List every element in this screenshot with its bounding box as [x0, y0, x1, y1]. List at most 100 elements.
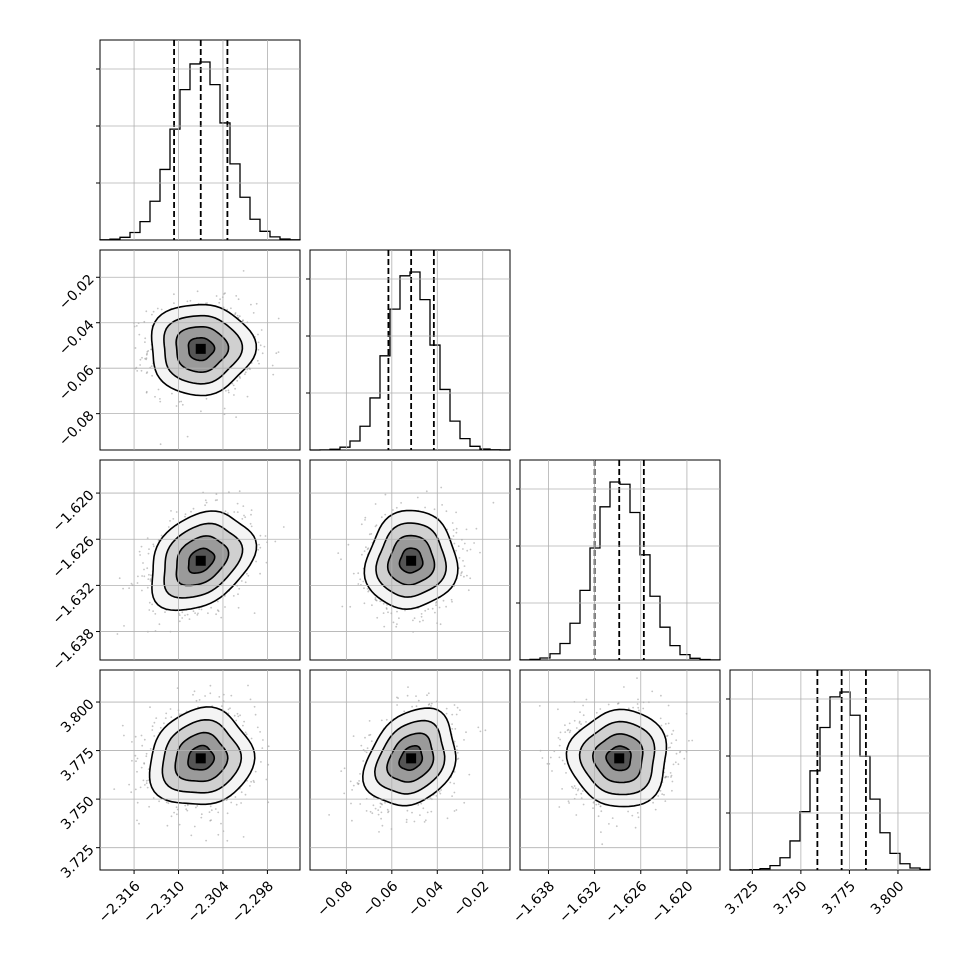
scatter-point: [385, 607, 388, 609]
scatter-point: [350, 802, 352, 805]
scatter-point: [233, 394, 235, 396]
scatter-point: [580, 792, 583, 795]
scatter-point: [138, 822, 140, 825]
scatter-point: [236, 502, 239, 505]
density-peak: [406, 555, 417, 566]
scatter-point: [210, 819, 213, 821]
scatter-point: [173, 811, 176, 814]
scatter-point: [615, 825, 618, 828]
scatter-point: [368, 734, 370, 737]
scatter-point: [253, 705, 256, 708]
scatter-point: [205, 302, 207, 305]
scatter-point: [453, 791, 456, 794]
scatter-point: [674, 761, 677, 764]
scatter-point: [636, 677, 638, 679]
scatter-point: [381, 824, 384, 827]
scatter-point: [230, 801, 233, 804]
scatter-point: [145, 752, 148, 755]
scatter-point: [557, 708, 559, 711]
scatter-point: [166, 824, 169, 827]
scatter-point: [412, 619, 414, 622]
scatter-point: [260, 761, 262, 763]
scatter-point: [403, 710, 406, 713]
grid-lines-0-0: [100, 40, 300, 240]
scatter-point: [95, 337, 97, 339]
scatter-point: [466, 549, 469, 552]
scatter-point: [386, 808, 389, 811]
scatter-point: [259, 344, 262, 347]
axes-frame-2-1: [309, 459, 511, 661]
scatter-point: [255, 560, 257, 563]
scatter-point: [145, 391, 148, 394]
scatter-point: [148, 609, 151, 611]
scatter-point: [433, 508, 436, 511]
scatter-point: [220, 705, 223, 707]
scatter-point: [249, 785, 251, 787]
hist-panel-3: [726, 669, 931, 871]
scatter-point: [138, 333, 141, 336]
scatter-point: [277, 317, 280, 320]
scatter-point: [123, 734, 125, 737]
scatter-point: [172, 518, 175, 520]
scatter-point: [364, 736, 366, 739]
scatter-point: [217, 610, 220, 613]
scatter-point: [261, 352, 264, 355]
scatter-point: [250, 509, 253, 511]
scatter-point: [263, 345, 266, 348]
scatter-point: [146, 537, 149, 539]
scatter-point: [367, 590, 370, 593]
scatter-point: [184, 513, 187, 516]
scatter-point: [259, 546, 262, 549]
scatter-point: [151, 725, 154, 728]
scatter-point: [158, 800, 161, 803]
scatter-point: [209, 692, 212, 695]
scatter-point: [200, 608, 203, 611]
scatter-point: [152, 543, 155, 546]
scatter-point: [153, 735, 156, 737]
scatter-point: [205, 501, 208, 504]
scatter-point: [218, 301, 221, 304]
scatter-point: [204, 695, 207, 697]
scatter-point: [454, 728, 457, 730]
scatter-point: [151, 313, 153, 316]
scatter-point: [239, 714, 242, 717]
scatter-point: [208, 811, 211, 813]
scatter-point: [670, 742, 673, 744]
scatter-point: [131, 741, 133, 743]
scatter-point: [398, 617, 400, 620]
contour-line: [373, 719, 446, 795]
scatter-point: [193, 690, 196, 693]
scatter-point: [250, 303, 252, 306]
scatter-point: [366, 747, 369, 750]
scatter-point: [220, 822, 222, 825]
scatter-point: [541, 757, 544, 759]
scatter-point: [282, 526, 285, 528]
scatter-point: [121, 724, 124, 727]
scatter-point: [455, 527, 458, 530]
scatter-point: [442, 599, 445, 602]
scatter-point: [340, 770, 343, 772]
scatter-point: [236, 712, 239, 715]
scatter-point: [404, 609, 406, 612]
scatter-point: [597, 815, 600, 818]
scatter-point: [449, 781, 452, 784]
scatter-point: [227, 391, 230, 394]
scatter-point: [184, 804, 187, 807]
scatter-panel-1-0: [95, 249, 301, 451]
contour-line: [150, 303, 258, 397]
scatter-point: [250, 780, 253, 783]
scatter-point: [140, 369, 143, 372]
scatter-point: [175, 511, 178, 513]
scatter-point: [451, 728, 454, 730]
scatter-point: [139, 358, 142, 361]
panel-content: [538, 677, 694, 846]
scatter-point: [209, 684, 212, 687]
scatter-point: [259, 731, 261, 733]
scatter-point: [397, 697, 399, 699]
scatter-point: [170, 815, 173, 818]
density-peak: [195, 753, 206, 764]
scatter-point: [138, 550, 141, 553]
scatter-point: [226, 812, 229, 815]
scatter-point: [357, 572, 360, 575]
scatter-point: [188, 618, 191, 620]
